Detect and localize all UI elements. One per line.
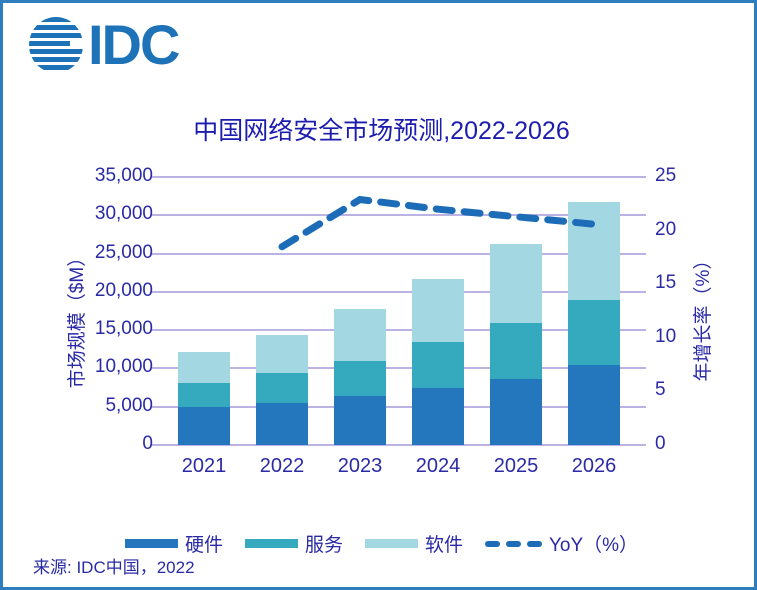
left-tick-mark (152, 176, 165, 178)
stacked-bar-2023 (334, 308, 386, 445)
legend-item-1: 服务 (244, 530, 343, 557)
y-axis-tick-label: 15,000 (94, 318, 153, 340)
bar-slot-2022 (243, 177, 321, 445)
bar-slot-2026 (555, 177, 633, 445)
left-tick-mark (152, 214, 165, 217)
gridline (165, 405, 633, 408)
stacked-bar-2025 (490, 243, 542, 445)
legend-swatch-icon (124, 539, 178, 548)
bar-segment-2022-series2 (256, 334, 308, 374)
right-axis-title: 年增长率（%） (693, 250, 714, 382)
gridline (165, 290, 633, 293)
right-axis-tick-label: 20 (655, 218, 677, 240)
y-axis-tick-label: 20,000 (94, 279, 153, 301)
stacked-bar-2021 (178, 351, 230, 445)
bar-segment-2025-series0 (490, 379, 542, 445)
right-axis-tick-label: 25 (655, 165, 677, 186)
right-tick-mark (633, 405, 646, 408)
stacked-bar-2024 (412, 278, 464, 445)
x-axis-label-2022: 2022 (259, 455, 305, 477)
left-axis-title: 市场规模（$M） (67, 247, 88, 389)
bar-segment-2021-series0 (178, 407, 230, 445)
left-tick-mark (152, 290, 165, 293)
x-axis-label-2021: 2021 (181, 455, 227, 477)
right-tick-mark (633, 444, 646, 446)
legend-label: 硬件 (184, 535, 223, 556)
bar-segment-2024-series2 (412, 278, 464, 342)
x-axis-label-2026: 2026 (571, 455, 617, 477)
left-tick-mark (152, 444, 165, 446)
x-axis-label-2024: 2024 (415, 455, 461, 477)
legend-dash-icon (484, 540, 542, 547)
legend-label: YoY（%） (548, 535, 639, 556)
x-axis-label-2023: 2023 (337, 455, 383, 477)
bar-segment-2022-series1 (256, 373, 308, 403)
bars-container (165, 177, 633, 445)
right-tick-mark (633, 329, 646, 332)
bar-slot-2025 (477, 177, 555, 445)
gridline (165, 176, 633, 178)
yoy-line (278, 195, 598, 251)
bar-segment-2026-series0 (568, 364, 620, 445)
bar-segment-2023-series1 (334, 360, 386, 396)
idc-logo: IDC (29, 13, 180, 76)
bar-segment-2024-series0 (412, 388, 464, 445)
right-axis-tick-label: 5 (655, 379, 666, 401)
bar-segment-2024-series1 (412, 341, 464, 389)
left-tick-mark (152, 367, 165, 370)
right-tick-mark (633, 367, 646, 370)
x-axis-labels: 2021 2022 2023 2024 2025 2026 (165, 455, 633, 478)
left-tick-mark (152, 405, 165, 408)
legend-swatch-icon (364, 539, 418, 548)
bar-slot-2023 (321, 177, 399, 445)
stacked-bar-2022 (256, 334, 308, 445)
legend-label: 服务 (304, 535, 343, 556)
y-axis-tick-label: 0 (142, 433, 153, 454)
left-tick-mark (152, 252, 165, 255)
gridline (165, 329, 633, 332)
right-tick-mark (633, 214, 646, 217)
y-axis-tick-label: 30,000 (94, 203, 153, 225)
legend-label: 软件 (424, 535, 463, 556)
right-tick-mark (633, 252, 646, 255)
bar-segment-2025-series1 (490, 322, 542, 380)
bar-segment-2026-series1 (568, 299, 620, 365)
bar-segment-2026-series2 (568, 202, 620, 300)
bar-slot-2021 (165, 177, 243, 445)
right-axis-tick-label: 0 (655, 433, 666, 454)
legend-swatch-icon (244, 539, 298, 548)
bar-segment-2021-series2 (178, 351, 230, 383)
bar-segment-2021-series1 (178, 382, 230, 408)
y-axis-tick-label: 5,000 (105, 394, 153, 416)
right-axis-tick-label: 15 (655, 272, 677, 294)
source-note: 来源: IDC中国，2022 (33, 558, 195, 577)
right-tick-mark (633, 176, 646, 178)
y-axis-tick-label: 35,000 (94, 165, 153, 186)
gridline (165, 214, 633, 217)
bar-segment-2023-series2 (334, 308, 386, 361)
chart-title: 中国网络安全市场预测,2022-2026 (193, 117, 570, 145)
gridline (165, 367, 633, 370)
idc-logo-text: IDC (88, 13, 180, 76)
gridline (165, 444, 633, 446)
y-axis-tick-label: 25,000 (94, 241, 153, 263)
gridline (165, 252, 633, 255)
bar-slot-2024 (399, 177, 477, 445)
bar-segment-2025-series2 (490, 243, 542, 323)
stacked-bar-2026 (568, 202, 620, 445)
bar-segment-2022-series0 (256, 402, 308, 445)
x-axis-label-2025: 2025 (493, 455, 539, 477)
legend-item-2: 软件 (364, 530, 463, 557)
left-tick-mark (152, 329, 165, 332)
legend-item-3: YoY（%） (484, 530, 639, 557)
idc-globe-icon (29, 17, 85, 73)
right-axis-tick-label: 10 (655, 325, 677, 347)
legend-item-0: 硬件 (124, 530, 223, 557)
bar-segment-2023-series0 (334, 396, 386, 445)
right-tick-mark (633, 290, 646, 293)
chart-legend: 硬件 服务 软件 YoY（%） (3, 530, 754, 557)
y-axis-tick-label: 10,000 (94, 356, 153, 378)
